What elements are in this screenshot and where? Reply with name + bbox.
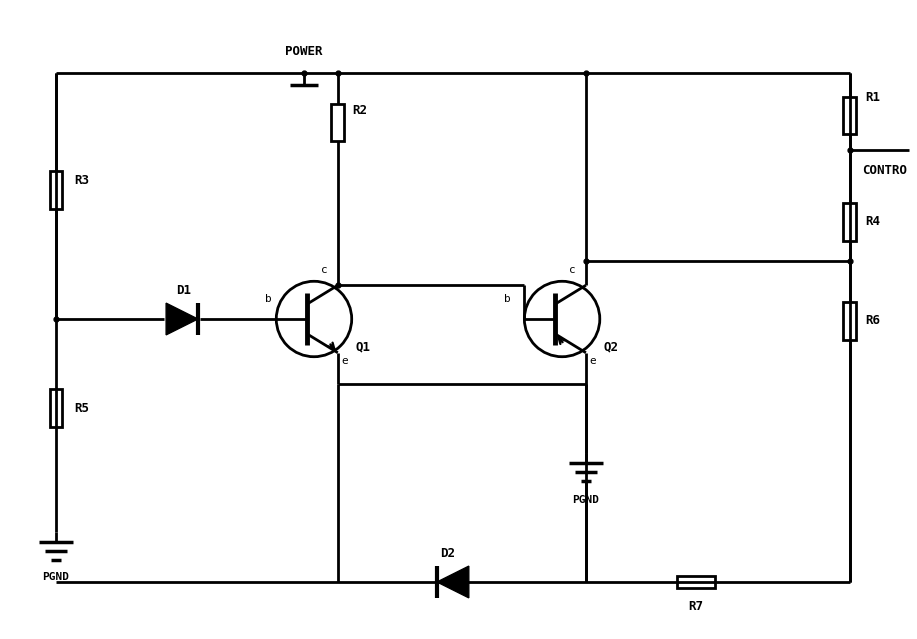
Text: R2: R2	[353, 104, 368, 117]
Bar	[844, 302, 856, 340]
Text: D1: D1	[176, 284, 192, 297]
Text: POWER: POWER	[285, 45, 323, 58]
Text: D2: D2	[440, 547, 456, 560]
Bar	[677, 576, 715, 589]
Text: R4: R4	[865, 215, 879, 228]
Text: R3: R3	[74, 174, 89, 187]
Text: b: b	[265, 294, 271, 304]
Polygon shape	[437, 566, 469, 598]
Text: R1: R1	[865, 91, 879, 104]
Text: b: b	[504, 294, 511, 304]
Text: c: c	[321, 265, 327, 275]
Bar	[844, 203, 856, 241]
Text: Q1: Q1	[356, 341, 370, 353]
Text: e: e	[342, 356, 348, 366]
Text: R6: R6	[865, 314, 879, 328]
Text: PGND: PGND	[42, 572, 70, 582]
Text: CONTRO: CONTRO	[862, 164, 907, 177]
Text: c: c	[569, 265, 575, 275]
Bar	[331, 104, 344, 141]
Text: PGND: PGND	[572, 495, 600, 505]
Text: R7: R7	[689, 600, 703, 613]
Polygon shape	[166, 303, 198, 335]
Text: Q2: Q2	[603, 341, 619, 353]
Bar	[50, 389, 62, 427]
Text: R5: R5	[74, 402, 89, 415]
Bar	[50, 171, 62, 209]
Text: e: e	[590, 356, 597, 366]
Bar	[844, 96, 856, 134]
